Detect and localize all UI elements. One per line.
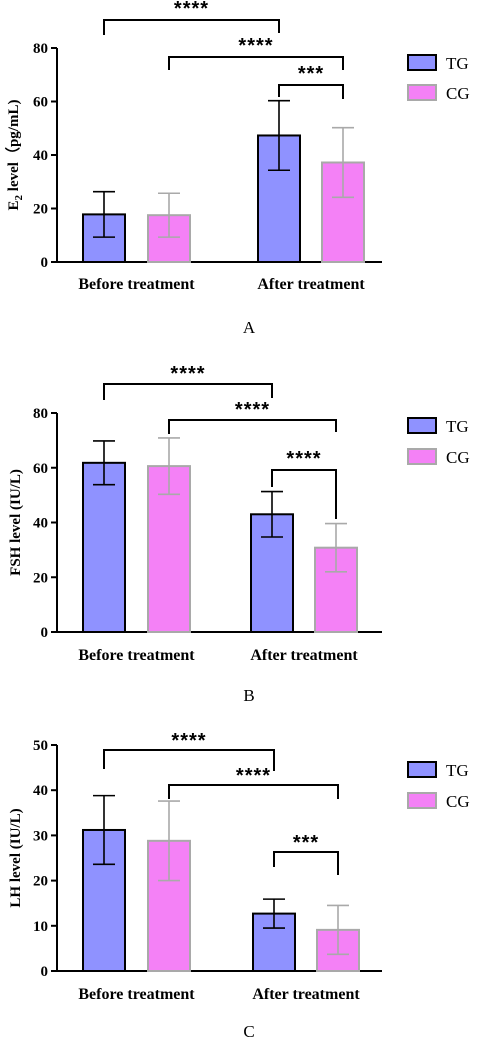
y-tick-label: 0 — [41, 964, 49, 980]
y-tick-label: 80 — [33, 41, 48, 57]
legend-swatch-tg — [407, 761, 437, 778]
bar-tg — [82, 461, 126, 634]
y-tick-label: 80 — [33, 406, 48, 422]
y-axis-label-subscript: 2 — [13, 194, 25, 200]
y-axis-label: E2 level（pg/mL) — [4, 100, 25, 211]
legend-label-tg: TG — [446, 761, 469, 780]
y-tick-label: 50 — [33, 738, 48, 754]
legend-label-cg: CG — [446, 84, 470, 103]
y-tick-label: 60 — [33, 461, 48, 477]
significance-bracket — [271, 469, 337, 519]
significance-label: **** — [174, 0, 209, 20]
y-tick-label: 40 — [33, 516, 48, 532]
significance-bracket — [168, 784, 339, 799]
x-category-label: After treatment — [257, 276, 365, 293]
significance-bracket — [273, 851, 339, 875]
y-tick-label: 10 — [33, 919, 48, 935]
y-tick-label: 30 — [33, 828, 48, 844]
y-tick-label: 0 — [41, 625, 49, 641]
y-tick-label: 40 — [33, 148, 48, 164]
legend-swatch-tg — [407, 417, 437, 434]
x-category-label: Before treatment — [78, 986, 195, 1003]
significance-label: **** — [170, 363, 205, 385]
y-axis-label: FSH level (IU/L) — [8, 469, 24, 576]
significance-label: **** — [286, 448, 321, 470]
y-tick-label: 20 — [33, 202, 48, 218]
y-tick-label: 0 — [41, 255, 49, 271]
legend-label-tg: TG — [446, 417, 469, 436]
panel-label: B — [243, 686, 254, 705]
significance-label: **** — [171, 730, 206, 752]
chart-panel-B: 0 20 40 60 80 FSH level (IU/L) Before treatmen… — [8, 363, 470, 705]
significance-bracket — [168, 56, 344, 70]
y-tick-label: 60 — [33, 95, 48, 111]
significance-bracket — [168, 419, 337, 434]
significance-label: **** — [236, 765, 271, 787]
legend-swatch-tg — [407, 54, 437, 71]
significance-bracket — [278, 84, 344, 99]
significance-bracket — [103, 749, 275, 771]
legend-label-cg: CG — [446, 792, 470, 811]
legend-swatch-cg — [407, 84, 437, 101]
y-tick-label: 20 — [33, 570, 48, 586]
legend-swatch-cg — [407, 448, 437, 465]
y-tick-label: 20 — [33, 874, 48, 890]
chart-panel-C: 0 10 20 30 40 50 LH level (IU/L) Before treatme… — [8, 730, 470, 1041]
y-axis-label-rest: level（pg/mL) — [4, 100, 22, 195]
legend-label-tg: TG — [446, 54, 469, 73]
y-tick-label: 40 — [33, 783, 48, 799]
legend-label-cg: CG — [446, 448, 470, 467]
significance-label: *** — [298, 63, 324, 85]
significance-bracket — [103, 383, 273, 400]
panel-label: C — [243, 1022, 254, 1041]
x-category-label: After treatment — [252, 986, 360, 1003]
panel-label: A — [243, 318, 256, 337]
x-category-label: Before treatment — [78, 276, 195, 293]
y-axis-label: LH level (IU/L) — [8, 808, 24, 907]
legend-swatch-cg — [407, 792, 437, 809]
x-category-label: Before treatment — [78, 647, 195, 664]
x-category-label: After treatment — [250, 647, 358, 664]
significance-bracket — [103, 19, 280, 35]
chart-panel-A: 0 20 40 60 80 E2 level（pg/mL) Before treatment… — [4, 0, 470, 337]
significance-label: *** — [293, 832, 319, 854]
significance-label: **** — [238, 35, 273, 57]
significance-label: **** — [235, 399, 270, 421]
